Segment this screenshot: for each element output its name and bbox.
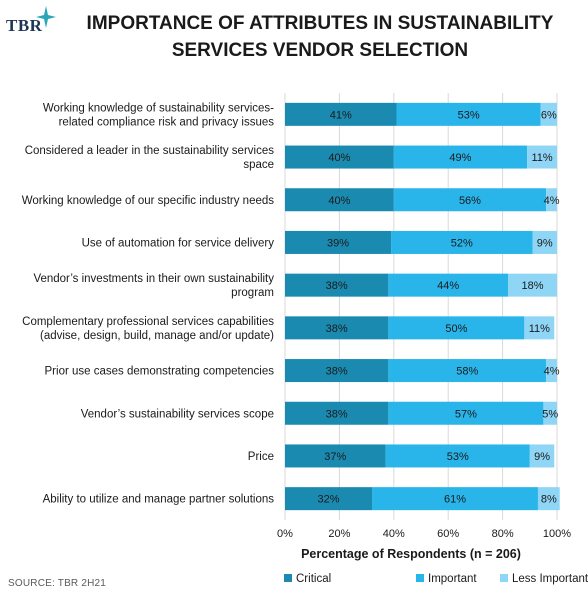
- category-label: Considered a leader in the sustainabilit…: [25, 145, 275, 157]
- data-label: 58%: [456, 366, 478, 378]
- data-label: 37%: [324, 451, 346, 463]
- bar-segment-important: [372, 487, 538, 511]
- data-label: 32%: [318, 494, 340, 506]
- data-label: 52%: [451, 237, 473, 249]
- bar-segment-critical: [285, 145, 394, 169]
- bar-segment-less-important: [524, 316, 555, 340]
- bar-segment-less-important: [543, 401, 557, 425]
- category-label: Working knowledge of sustainability serv…: [43, 102, 274, 114]
- category-label: Prior use cases demonstrating competenci…: [45, 366, 275, 378]
- data-label: 38%: [326, 366, 348, 378]
- data-label: 11%: [529, 323, 550, 335]
- category-label: Price: [248, 451, 274, 463]
- data-label: 41%: [330, 109, 352, 121]
- data-label: 40%: [328, 152, 350, 164]
- category-label: related compliance risk and privacy issu…: [59, 116, 275, 128]
- bar-segment-critical: [285, 102, 397, 126]
- bar-segment-critical: [285, 188, 394, 212]
- data-label: 4%: [544, 366, 560, 378]
- legend-label: Less Important: [512, 573, 588, 585]
- data-label: 53%: [458, 109, 480, 121]
- category-label: program: [231, 287, 274, 299]
- data-label: 4%: [544, 195, 560, 207]
- bar-segment-important: [388, 401, 544, 425]
- category-label: Vendor’s sustainability services scope: [81, 408, 274, 420]
- data-label: 57%: [455, 408, 477, 420]
- x-tick-label: 0%: [277, 528, 293, 540]
- category-label: Complementary professional services capa…: [22, 316, 274, 328]
- bar-segment-important: [388, 316, 525, 340]
- data-label: 8%: [541, 494, 557, 506]
- source-note: SOURCE: TBR 2H21: [8, 578, 107, 589]
- bar-segment-important: [393, 188, 547, 212]
- bar-segment-less-important: [532, 230, 557, 254]
- data-label: 56%: [459, 195, 481, 207]
- bar-segment-important: [396, 102, 541, 126]
- bar-segment-important: [388, 359, 547, 383]
- data-label: 11%: [531, 152, 552, 164]
- data-label: 38%: [326, 280, 348, 292]
- data-label: 9%: [534, 451, 550, 463]
- bar-segment-critical: [285, 230, 392, 254]
- data-label: 38%: [326, 323, 348, 335]
- star-icon: [36, 6, 56, 28]
- legend-label: Important: [428, 573, 477, 585]
- chart-title: IMPORTANCE OF ATTRIBUTES IN SUSTAINABILI…: [70, 10, 570, 64]
- bar-segment-important: [385, 444, 530, 468]
- category-label: space: [243, 159, 274, 171]
- x-tick-label: 80%: [492, 528, 514, 540]
- bar-segment-less-important: [540, 102, 557, 126]
- bar-segment-critical: [285, 316, 389, 340]
- bar-segment-less-important: [527, 145, 557, 169]
- data-label: 53%: [447, 451, 469, 463]
- data-label: 49%: [449, 152, 471, 164]
- data-label: 50%: [445, 323, 467, 335]
- bar-segment-critical: [285, 401, 389, 425]
- bar-segment-critical: [285, 359, 389, 383]
- chart-title-line-2: SERVICES VENDOR SELECTION: [171, 40, 469, 61]
- x-axis-title: Percentage of Respondents (n = 206): [301, 547, 521, 561]
- category-label: Vendor’s investments in their own sustai…: [33, 273, 274, 285]
- legend-swatch: [500, 574, 508, 582]
- data-label: 38%: [326, 408, 348, 420]
- logo-text: TBR: [6, 16, 43, 35]
- chart-title-line-1: IMPORTANCE OF ATTRIBUTES IN SUSTAINABILI…: [86, 13, 554, 34]
- bar-segment-less-important: [529, 444, 555, 468]
- bar-segment-less-important: [537, 487, 560, 511]
- data-label: 18%: [522, 280, 544, 292]
- bar-segment-important: [393, 145, 528, 169]
- bar-segment-critical: [285, 444, 386, 468]
- data-label: 40%: [328, 195, 350, 207]
- bar-segment-important: [388, 273, 509, 297]
- bar-segment-critical: [285, 487, 373, 511]
- category-label: Use of automation for service delivery: [82, 237, 275, 249]
- legend-swatch: [416, 574, 424, 582]
- x-tick-label: 60%: [437, 528, 459, 540]
- data-label: 9%: [537, 237, 553, 249]
- legend-swatch: [284, 574, 292, 582]
- x-tick-label: 40%: [383, 528, 405, 540]
- bar-segment-less-important: [508, 273, 557, 297]
- data-label: 5%: [542, 408, 558, 420]
- x-tick-label: 20%: [328, 528, 350, 540]
- category-label: (advise, design, build, manage and/or up…: [40, 330, 274, 342]
- category-label: Working knowledge of our specific indust…: [22, 195, 275, 207]
- data-label: 44%: [437, 280, 459, 292]
- legend-label: Critical: [296, 573, 331, 585]
- data-label: 39%: [327, 237, 349, 249]
- bar-segment-less-important: [546, 359, 557, 383]
- data-label: 61%: [444, 494, 466, 506]
- bar-segment-critical: [285, 273, 389, 297]
- tbr-logo: TBR: [6, 4, 66, 38]
- x-tick-label: 100%: [543, 528, 571, 540]
- bar-segment-important: [391, 230, 533, 254]
- bar-segment-less-important: [546, 188, 557, 212]
- data-label: 6%: [541, 109, 557, 121]
- category-label: Ability to utilize and manage partner so…: [43, 494, 275, 506]
